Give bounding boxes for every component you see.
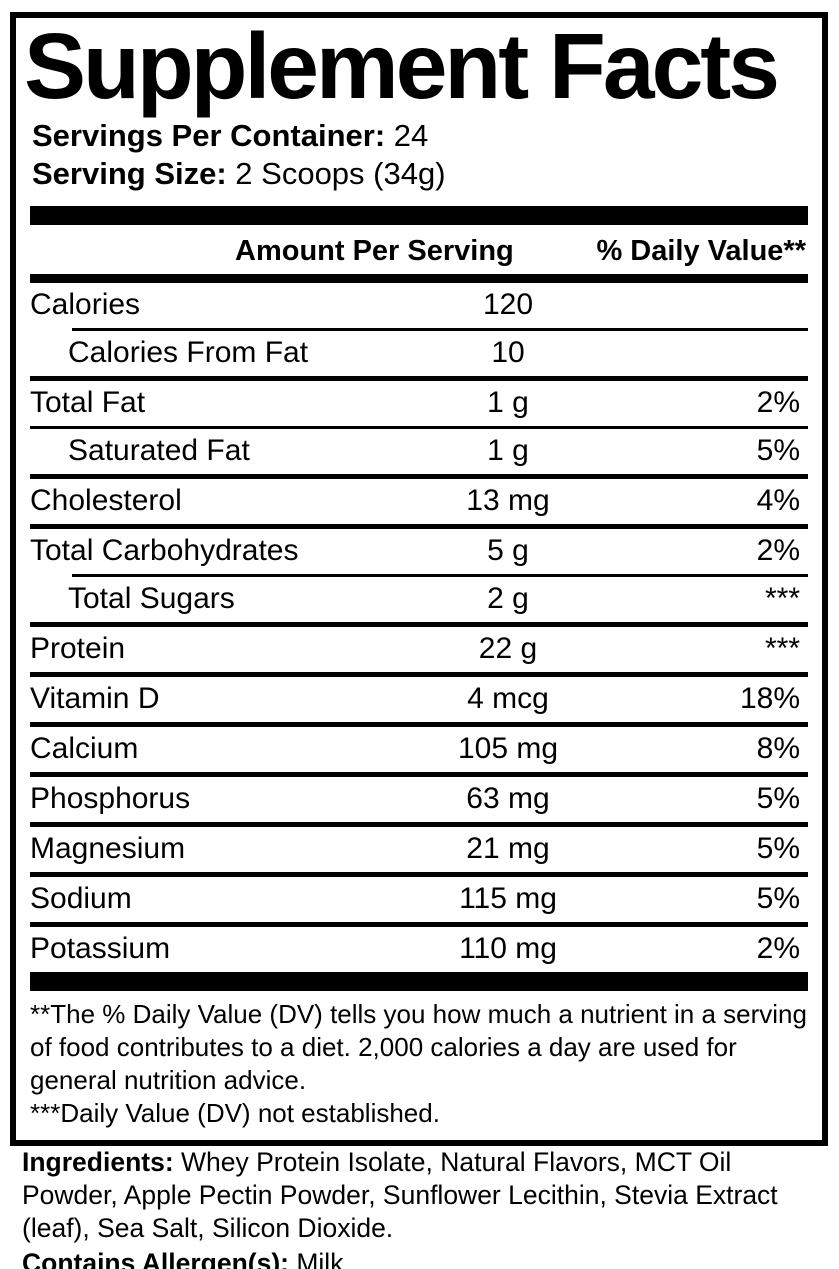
serving-size-label: Serving Size:: [32, 155, 227, 191]
nutrient-name: Cholesterol: [30, 484, 182, 518]
nutrient-name: Calcium: [30, 732, 139, 766]
allergen-line: Contains Allergen(s): Milk: [22, 1247, 818, 1269]
nutrient-amount: 2 g: [487, 582, 529, 616]
nutrient-dv: 5%: [756, 832, 800, 866]
nutrient-name: Potassium: [30, 932, 171, 966]
nutrient-dv: 4%: [756, 484, 800, 518]
nutrient-amount: 110 mg: [459, 932, 557, 966]
ingredients-label: Ingredients:: [22, 1147, 174, 1177]
table-row: Total Carbohydrates 5 g 2%: [30, 523, 808, 574]
nutrient-name: Saturated Fat: [68, 434, 250, 468]
amount-per-serving-header: Amount Per Serving: [235, 234, 514, 267]
daily-value-footnote: **The % Daily Value (DV) tells you how m…: [30, 998, 807, 1095]
nutrient-amount: 21 mg: [466, 832, 550, 866]
table-row: Calories From Fat 10: [30, 327, 808, 376]
servings-per-container-value: 24: [385, 118, 429, 153]
table-row: Total Fat 1 g 2%: [30, 375, 808, 426]
table-row: Total Sugars 2 g ***: [30, 573, 808, 622]
servings-per-container-label: Servings Per Container:: [32, 118, 386, 153]
supplement-facts-panel: Supplement Facts Servings Per Container:…: [10, 12, 828, 1146]
ingredients-line: Ingredients: Whey Protein Isolate, Natur…: [22, 1146, 818, 1245]
daily-value-header: % Daily Value**: [596, 234, 806, 267]
nutrient-amount: 5 g: [487, 534, 529, 568]
nutrient-amount: 4 mcg: [467, 682, 549, 716]
serving-size-value: 2 Scoops (34g): [226, 155, 446, 191]
nutrient-name: Vitamin D: [30, 682, 160, 716]
row-divider: [30, 473, 808, 479]
row-divider: [30, 621, 808, 627]
table-row: Saturated Fat 1 g 5%: [30, 425, 808, 474]
nutrient-amount: 105 mg: [457, 732, 559, 766]
nutrient-amount: 120: [482, 288, 534, 322]
ingredients-section: Ingredients: Whey Protein Isolate, Natur…: [22, 1146, 818, 1269]
serving-size: Serving Size: 2 Scoops (34g): [32, 155, 808, 193]
footnotes: **The % Daily Value (DV) tells you how m…: [30, 991, 808, 1130]
nutrient-name: Calories From Fat: [68, 336, 309, 370]
nutrient-dv: 5%: [756, 434, 800, 468]
nutrient-amount: 10: [491, 336, 525, 370]
row-divider: [30, 871, 808, 877]
nutrient-dv: ***: [764, 632, 800, 666]
separator-bar-bottom: [30, 971, 808, 991]
servings-per-container: Servings Per Container: 24: [32, 117, 808, 155]
nutrient-name: Phosphorus: [30, 782, 191, 816]
nutrient-dv: 2%: [756, 386, 800, 420]
nutrient-name: Calories: [30, 288, 141, 322]
table-row: Calories 120: [30, 283, 808, 328]
table-row: Potassium 110 mg 2%: [30, 921, 808, 972]
nutrient-amount: 1 g: [487, 434, 529, 468]
separator-bar-top: [30, 205, 808, 225]
nutrient-dv: ***: [764, 582, 800, 616]
nutrient-dv: 2%: [756, 534, 800, 568]
nutrient-name: Total Carbohydrates: [30, 534, 299, 568]
header-rule: [30, 273, 808, 283]
nutrient-amount: 13 mg: [466, 484, 550, 518]
nutrient-dv: 2%: [756, 932, 800, 966]
nutrient-amount: 1 g: [487, 386, 529, 420]
nutrient-name: Total Fat: [30, 386, 146, 420]
nutrient-name: Total Sugars: [68, 582, 235, 616]
row-divider: [30, 721, 808, 727]
nutrient-dv: 5%: [756, 882, 800, 916]
table-header-row: Amount Per Serving % Daily Value**: [30, 225, 808, 274]
row-divider: [30, 425, 808, 429]
table-row: Calcium 105 mg 8%: [30, 721, 808, 772]
table-row: Phosphorus 63 mg 5%: [30, 771, 808, 822]
table-row: Protein 22 g ***: [30, 621, 808, 672]
nutrient-name: Protein: [30, 632, 126, 666]
nutrient-amount: 115 mg: [459, 882, 557, 916]
nutrient-dv: 5%: [756, 782, 800, 816]
nutrient-name: Magnesium: [30, 832, 186, 866]
row-divider: [72, 573, 808, 577]
panel-title: Supplement Facts: [24, 14, 780, 118]
table-row: Magnesium 21 mg 5%: [30, 821, 808, 872]
row-divider: [30, 375, 808, 381]
row-divider: [30, 671, 808, 677]
row-divider: [72, 327, 808, 331]
row-divider: [30, 523, 808, 529]
nutrient-amount: 22 g: [478, 632, 538, 666]
nutrient-dv: 18%: [739, 682, 800, 716]
table-row: Sodium 115 mg 5%: [30, 871, 808, 922]
nutrient-amount: 63 mg: [466, 782, 550, 816]
table-row: Cholesterol 13 mg 4%: [30, 473, 808, 524]
nutrient-dv: 8%: [756, 732, 800, 766]
allergen-value: Milk: [288, 1247, 344, 1269]
row-divider: [30, 771, 808, 777]
nutrient-name: Sodium: [30, 882, 132, 916]
not-established-footnote: ***Daily Value (DV) not established.: [30, 1097, 440, 1128]
facts-rows: Calories 120 Calories From Fat 10 Total …: [30, 283, 808, 972]
row-divider: [30, 921, 808, 927]
table-row: Vitamin D 4 mcg 18%: [30, 671, 808, 722]
row-divider: [30, 821, 808, 827]
allergen-label: Contains Allergen(s):: [22, 1247, 289, 1269]
ingredients-text: Whey Protein Isolate, Natural Flavors, M…: [22, 1147, 778, 1243]
